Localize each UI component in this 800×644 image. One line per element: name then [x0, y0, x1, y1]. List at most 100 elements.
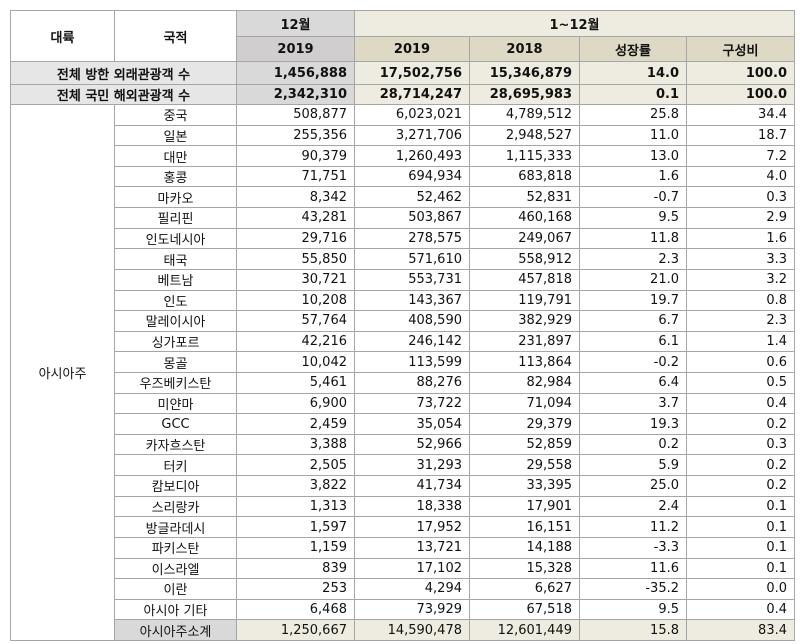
value-cell: 9.5: [580, 599, 687, 621]
subtotal-value: 1,250,667: [237, 620, 355, 641]
value-cell: 71,094: [470, 393, 580, 415]
value-cell: 16,151: [470, 517, 580, 538]
country-name: 태국: [115, 249, 237, 270]
value-cell: 6,468: [237, 599, 355, 621]
value-cell: 34.4: [687, 105, 795, 126]
value-cell: 246,142: [355, 331, 470, 353]
value-cell: 19.3: [580, 414, 687, 435]
value-cell: 0.2: [687, 455, 795, 477]
total-value: 2,342,310: [237, 85, 355, 105]
value-cell: 21.0: [580, 269, 687, 291]
value-cell: 0.2: [687, 414, 795, 435]
value-cell: 10,208: [237, 290, 355, 312]
value-cell: 29,379: [470, 414, 580, 435]
value-cell: 42,216: [237, 331, 355, 353]
value-cell: 15,328: [470, 558, 580, 580]
value-cell: 2.3: [580, 249, 687, 270]
value-cell: 278,575: [355, 228, 470, 250]
value-cell: 4.0: [687, 166, 795, 188]
country-name: 캄보디아: [115, 476, 237, 497]
value-cell: 231,897: [470, 331, 580, 353]
value-cell: 2,505: [237, 455, 355, 477]
value-cell: 2,948,527: [470, 125, 580, 147]
total-label: 전체 국민 해외관광객 수: [10, 85, 237, 105]
value-cell: 30,721: [237, 269, 355, 291]
value-cell: 5,461: [237, 373, 355, 394]
value-cell: 18.7: [687, 125, 795, 147]
value-cell: 17,952: [355, 517, 470, 538]
value-cell: 82,984: [470, 373, 580, 394]
header-cell: 구성비: [687, 37, 795, 62]
country-name: 마카오: [115, 187, 237, 209]
value-cell: -0.7: [580, 187, 687, 209]
total-label: 전체 방한 외래관광객 수: [10, 62, 237, 85]
value-cell: 460,168: [470, 208, 580, 229]
country-name: 스리랑카: [115, 496, 237, 518]
total-value: 14.0: [580, 62, 687, 85]
value-cell: 13,721: [355, 537, 470, 559]
value-cell: 29,716: [237, 228, 355, 250]
subtotal-value: 83.4: [687, 620, 795, 641]
value-cell: 3,271,706: [355, 125, 470, 147]
country-name: 파키스탄: [115, 537, 237, 559]
value-cell: 113,864: [470, 352, 580, 373]
country-name: 싱가포르: [115, 331, 237, 353]
value-cell: 683,818: [470, 166, 580, 188]
value-cell: 558,912: [470, 249, 580, 270]
value-cell: 3.2: [687, 269, 795, 291]
country-name: 대만: [115, 146, 237, 167]
header-cell: 성장률: [580, 37, 687, 62]
value-cell: 33,395: [470, 476, 580, 497]
value-cell: -3.3: [580, 537, 687, 559]
total-value: 28,695,983: [470, 85, 580, 105]
header-cell: 1~12월: [355, 10, 795, 37]
value-cell: 408,590: [355, 311, 470, 332]
value-cell: 1.4: [687, 331, 795, 353]
value-cell: 29,558: [470, 455, 580, 477]
header-cell: 국적: [115, 10, 237, 62]
value-cell: 1,115,333: [470, 146, 580, 167]
value-cell: 3,822: [237, 476, 355, 497]
value-cell: 2.4: [580, 496, 687, 518]
value-cell: 0.3: [687, 434, 795, 456]
value-cell: 508,877: [237, 105, 355, 126]
total-value: 15,346,879: [470, 62, 580, 85]
value-cell: 1,597: [237, 517, 355, 538]
country-name: 인도: [115, 290, 237, 312]
value-cell: 17,102: [355, 558, 470, 580]
value-cell: 90,379: [237, 146, 355, 167]
value-cell: 6.4: [580, 373, 687, 394]
value-cell: 35,054: [355, 414, 470, 435]
header-cell: 12월: [237, 10, 355, 37]
value-cell: 5.9: [580, 455, 687, 477]
country-name: 아시아 기타: [115, 599, 237, 621]
total-value: 100.0: [687, 62, 795, 85]
value-cell: 1,159: [237, 537, 355, 559]
value-cell: 3.7: [580, 393, 687, 415]
country-name: 방글라데시: [115, 517, 237, 538]
country-name: 미얀마: [115, 393, 237, 415]
value-cell: 25.0: [580, 476, 687, 497]
value-cell: 6.7: [580, 311, 687, 332]
value-cell: 71,751: [237, 166, 355, 188]
value-cell: 52,966: [355, 434, 470, 456]
country-name: 베트남: [115, 269, 237, 291]
header-cell: 대륙: [10, 10, 115, 62]
value-cell: 1.6: [580, 166, 687, 188]
country-name: 우즈베키스탄: [115, 373, 237, 394]
value-cell: 25.8: [580, 105, 687, 126]
total-value: 1,456,888: [237, 62, 355, 85]
value-cell: 6,900: [237, 393, 355, 415]
value-cell: 1,313: [237, 496, 355, 518]
value-cell: 2,459: [237, 414, 355, 435]
value-cell: 7.2: [687, 146, 795, 167]
value-cell: 17,901: [470, 496, 580, 518]
country-name: 인도네시아: [115, 228, 237, 250]
subtotal-value: 15.8: [580, 620, 687, 641]
country-name: 중국: [115, 105, 237, 126]
country-name: 필리핀: [115, 208, 237, 229]
value-cell: 6.1: [580, 331, 687, 353]
value-cell: 0.0: [687, 579, 795, 600]
value-cell: 2.3: [687, 311, 795, 332]
